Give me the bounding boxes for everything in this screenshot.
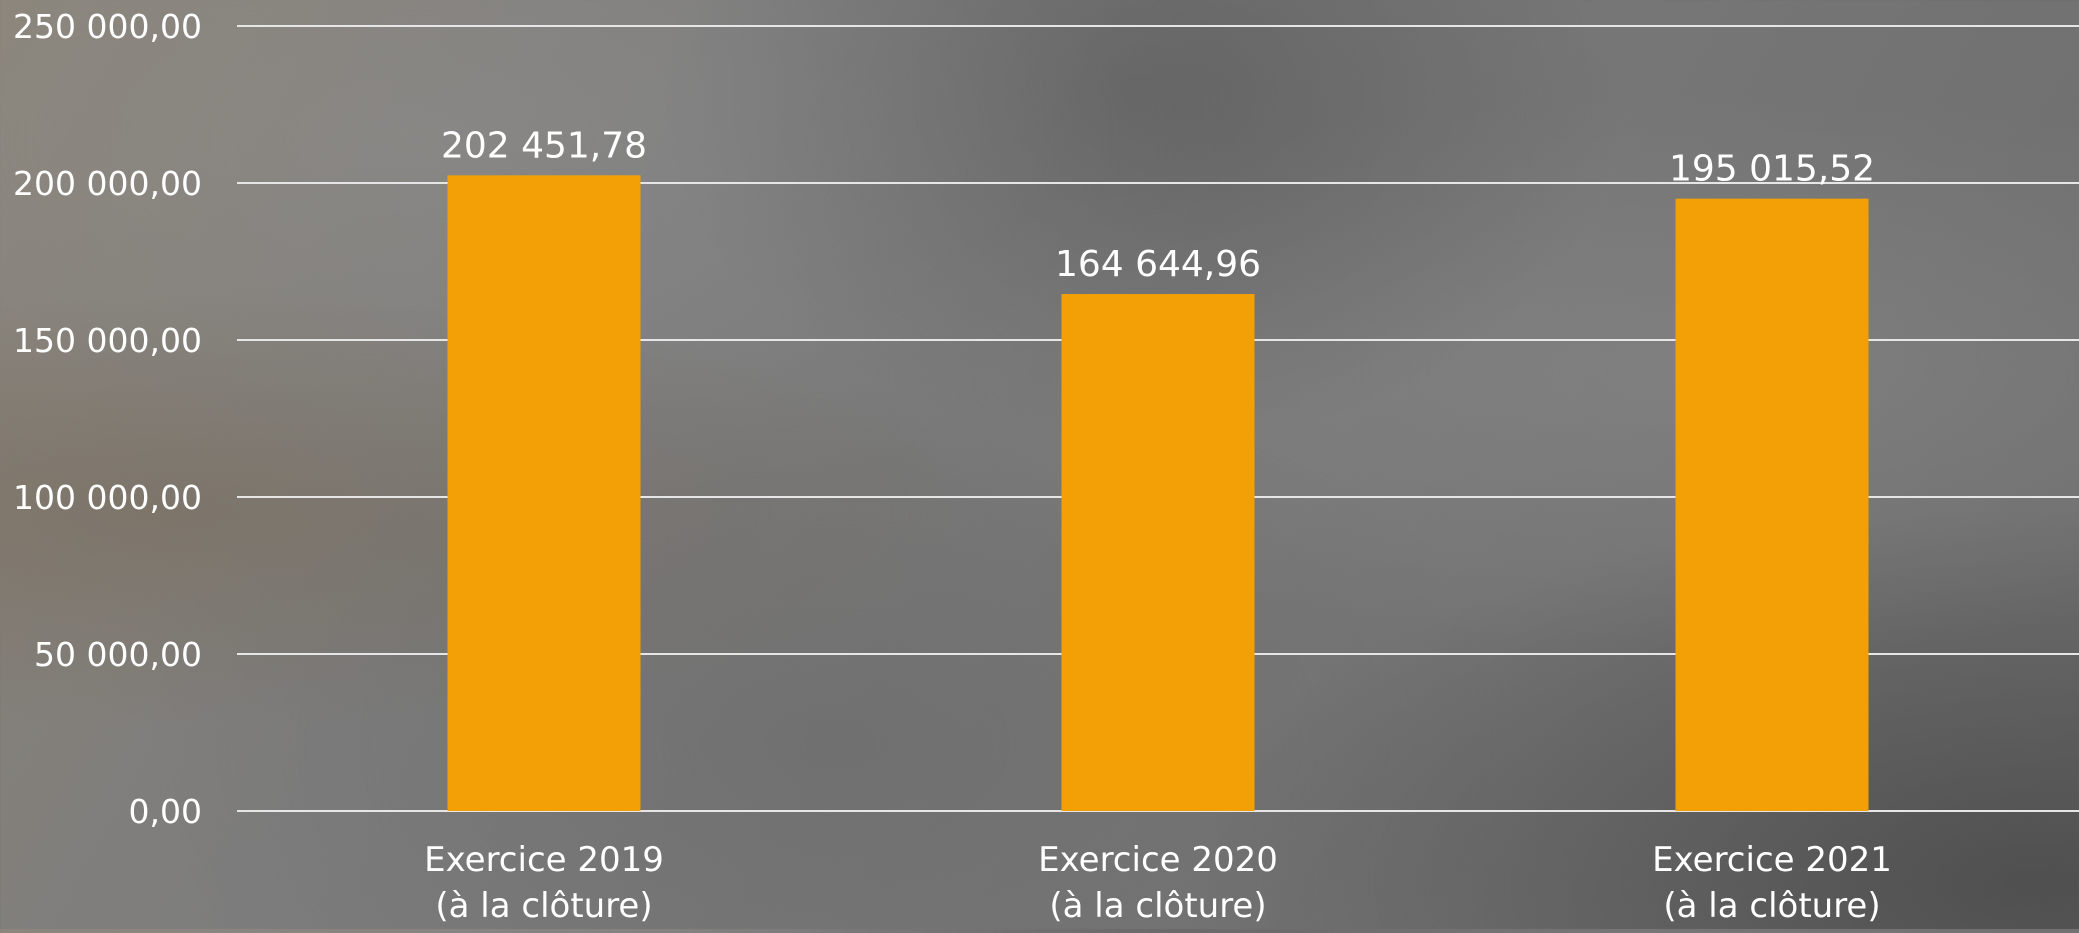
- data-label: 164 644,96: [1055, 244, 1261, 285]
- x-tick-label: Exercice 2021: [1652, 840, 1892, 880]
- y-tick-label: 150 000,00: [13, 321, 202, 360]
- data-label: 195 015,52: [1669, 149, 1875, 190]
- y-tick-label: 50 000,00: [34, 635, 202, 674]
- data-labels: 202 451,78 164 644,96 195 015,52: [441, 125, 1875, 285]
- x-axis-tick-labels: Exercice 2019 (à la clôture) Exercice 2020…: [424, 840, 1892, 926]
- bars: [447, 175, 1869, 812]
- data-label: 202 451,78: [441, 125, 647, 166]
- x-tick-label: (à la clôture): [435, 886, 652, 926]
- bar-2: [1061, 294, 1255, 811]
- bar-1: [447, 175, 641, 812]
- bar-3: [1675, 198, 1869, 812]
- y-tick-label: 250 000,00: [13, 7, 202, 46]
- y-tick-label: 200 000,00: [13, 164, 202, 203]
- x-tick-label: Exercice 2020: [1038, 840, 1278, 880]
- x-tick-label: (à la clôture): [1049, 886, 1266, 926]
- y-axis-tick-labels: 0,00 50 000,00 100 000,00 150 000,00 200 000…: [13, 7, 202, 831]
- x-tick-label: (à la clôture): [1663, 886, 1880, 926]
- y-tick-label: 0,00: [129, 792, 202, 831]
- x-tick-label: Exercice 2019: [424, 840, 664, 880]
- y-tick-label: 100 000,00: [13, 478, 202, 517]
